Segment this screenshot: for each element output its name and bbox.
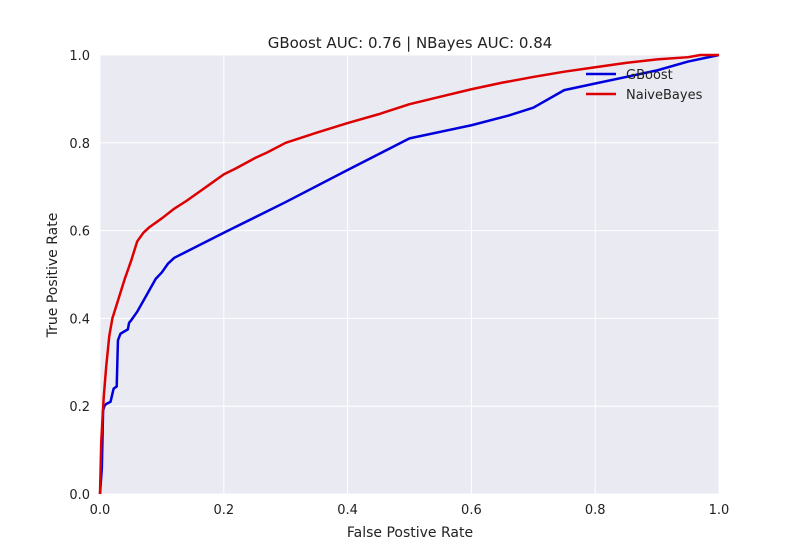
x-tick-label: 0.0 [90, 503, 111, 518]
y-tick-label: 0.2 [69, 400, 90, 415]
y-tick-label: 1.0 [69, 49, 90, 64]
x-tick-label: 0.8 [585, 503, 606, 518]
legend: GBoost NaiveBayes [586, 68, 703, 103]
tick-labels: 0.0 0.2 0.4 0.6 0.8 1.0 0.0 0.2 0.4 0.6 0.8 1.0 [69, 49, 729, 518]
legend-label-naivebayes: NaiveBayes [626, 88, 703, 103]
y-tick-label: 0.0 [69, 488, 90, 503]
series-lines [98, 53, 720, 495]
y-tick-label: 0.6 [69, 225, 90, 240]
x-tick-label: 0.4 [337, 503, 358, 518]
plot-area [100, 55, 719, 494]
grid-lines [99, 54, 720, 495]
legend-label-gboost: GBoost [626, 68, 673, 83]
y-tick-label: 0.4 [69, 312, 90, 327]
series-line-gboost [98, 53, 720, 495]
series-line-naivebayes [98, 53, 719, 495]
x-tick-label: 0.6 [461, 503, 482, 518]
y-tick-label: 0.8 [69, 137, 90, 152]
x-tick-label: 1.0 [709, 503, 730, 518]
chart-title: GBoost AUC: 0.76 | NBayes AUC: 0.84 [268, 34, 553, 52]
x-axis-label: False Postive Rate [347, 525, 473, 541]
x-tick-label: 0.2 [213, 503, 234, 518]
y-axis-label: True Positive Rate [45, 213, 61, 339]
